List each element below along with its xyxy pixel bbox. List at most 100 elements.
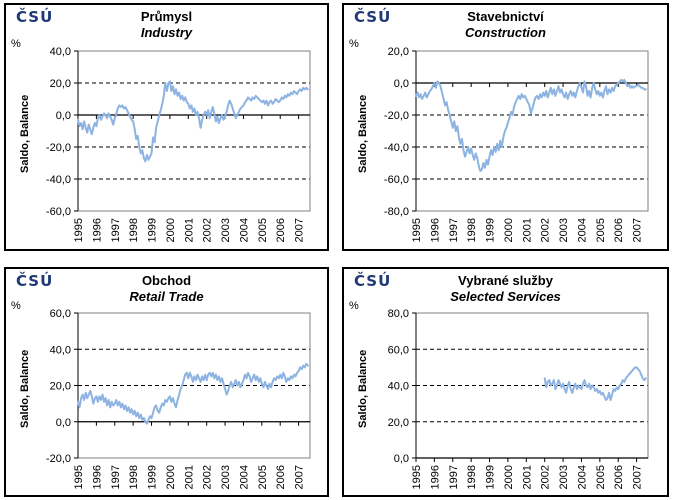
svg-text:2004: 2004 [238, 218, 250, 242]
chart-title-english: Construction [465, 25, 546, 40]
svg-text:-40,0: -40,0 [46, 174, 71, 186]
unit-label: % [349, 38, 359, 50]
svg-text:2007: 2007 [632, 465, 644, 489]
svg-text:2006: 2006 [275, 465, 287, 489]
svg-text:2005: 2005 [595, 465, 607, 489]
svg-text:2004: 2004 [576, 465, 588, 489]
svg-text:2000: 2000 [165, 218, 177, 242]
csu-logo: ČSÚ [354, 272, 392, 290]
svg-text:40,0: 40,0 [388, 381, 409, 393]
svg-text:0,0: 0,0 [394, 453, 409, 465]
svg-text:40,0: 40,0 [50, 46, 71, 58]
csu-logo: ČSÚ [16, 272, 54, 290]
svg-text:1997: 1997 [110, 465, 122, 489]
svg-text:1998: 1998 [128, 218, 140, 242]
svg-text:1999: 1999 [147, 218, 159, 242]
svg-text:2007: 2007 [294, 218, 306, 242]
svg-text:1998: 1998 [466, 218, 478, 242]
svg-text:1997: 1997 [448, 465, 460, 489]
svg-text:2002: 2002 [540, 465, 552, 489]
chart-panel-retail-trade: -20,0 0,0 20,0 40,0 60,0 1995 1996 1997 1998 1999… [4, 267, 329, 497]
unit-label: % [11, 38, 21, 50]
y-axis-title: Saldo, Balance [357, 94, 369, 173]
svg-text:2004: 2004 [576, 218, 588, 242]
svg-text:-40,0: -40,0 [384, 142, 409, 154]
svg-text:2001: 2001 [521, 218, 533, 242]
chart-title-czech: Vybrané služby [458, 273, 553, 288]
svg-text:1999: 1999 [485, 218, 497, 242]
svg-text:20,0: 20,0 [50, 381, 71, 393]
unit-label: % [11, 300, 21, 312]
svg-text:0,0: 0,0 [394, 78, 409, 90]
svg-text:1995: 1995 [411, 218, 423, 242]
svg-text:-60,0: -60,0 [384, 174, 409, 186]
svg-text:2000: 2000 [503, 218, 515, 242]
svg-text:2006: 2006 [613, 465, 625, 489]
svg-text:1996: 1996 [429, 465, 441, 489]
svg-text:1995: 1995 [73, 465, 85, 489]
svg-text:2003: 2003 [558, 218, 570, 242]
chart-title-czech: Stavebnictví [467, 9, 544, 24]
svg-text:-20,0: -20,0 [384, 110, 409, 122]
retail-trade-chart-plot: -20,0 0,0 20,0 40,0 60,0 1995 1996 1997 1998 1999… [46, 308, 311, 489]
svg-text:1996: 1996 [91, 218, 103, 242]
svg-text:2003: 2003 [220, 218, 232, 242]
svg-text:2003: 2003 [558, 465, 570, 489]
svg-text:1998: 1998 [466, 465, 478, 489]
svg-text:2003: 2003 [220, 465, 232, 489]
svg-text:2006: 2006 [275, 218, 287, 242]
svg-text:-60,0: -60,0 [46, 206, 71, 218]
svg-text:80,0: 80,0 [388, 308, 409, 320]
svg-text:2004: 2004 [238, 465, 250, 489]
y-axis-title: Saldo, Balance [19, 349, 31, 428]
svg-text:2001: 2001 [183, 218, 195, 242]
svg-text:60,0: 60,0 [388, 344, 409, 356]
chart-title-czech: Obchod [141, 273, 192, 288]
svg-text:20,0: 20,0 [388, 46, 409, 58]
svg-text:20,0: 20,0 [50, 78, 71, 90]
svg-text:2001: 2001 [183, 465, 195, 489]
svg-text:1995: 1995 [411, 465, 423, 489]
svg-text:2006: 2006 [613, 218, 625, 242]
svg-text:1997: 1997 [448, 218, 460, 242]
svg-text:2000: 2000 [165, 465, 177, 489]
svg-text:1996: 1996 [429, 218, 441, 242]
svg-text:-80,0: -80,0 [384, 206, 409, 218]
svg-text:-20,0: -20,0 [46, 142, 71, 154]
svg-text:2001: 2001 [521, 465, 533, 489]
csu-logo: ČSÚ [16, 8, 54, 26]
svg-text:-20,0: -20,0 [46, 453, 71, 465]
chart-panel-industry: -60,0 -40,0 -20,0 0,0 20,0 40,0 1995 1996 1997 19… [4, 3, 329, 251]
chart-panel-selected-services: 0,0 20,0 40,0 60,0 80,0 1995 1996 1997 1998 1999 2… [342, 267, 669, 497]
svg-text:2000: 2000 [503, 465, 515, 489]
svg-text:2005: 2005 [257, 218, 269, 242]
svg-text:1999: 1999 [485, 465, 497, 489]
csu-logo: ČSÚ [354, 8, 392, 26]
svg-text:40,0: 40,0 [50, 344, 71, 356]
svg-text:1999: 1999 [147, 465, 159, 489]
svg-text:0,0: 0,0 [56, 417, 71, 429]
construction-chart-plot: -80,0 -60,0 -40,0 -20,0 0,0 20,0 1995 1996 1997 1… [384, 46, 649, 242]
svg-text:2002: 2002 [202, 218, 214, 242]
chart-title-english: Retail Trade [129, 289, 204, 304]
svg-text:0,0: 0,0 [56, 110, 71, 122]
svg-text:1998: 1998 [128, 465, 140, 489]
svg-text:2005: 2005 [257, 465, 269, 489]
chart-panel-construction: -80,0 -60,0 -40,0 -20,0 0,0 20,0 1995 1996 1997 1… [342, 3, 669, 251]
svg-text:2007: 2007 [632, 218, 644, 242]
svg-text:1997: 1997 [110, 218, 122, 242]
svg-text:1996: 1996 [91, 465, 103, 489]
y-axis-title: Saldo, Balance [357, 349, 369, 428]
industry-chart-plot: -60,0 -40,0 -20,0 0,0 20,0 40,0 1995 1996 1997 19… [46, 46, 311, 242]
svg-text:2007: 2007 [294, 465, 306, 489]
selected-services-chart-plot: 0,0 20,0 40,0 60,0 80,0 1995 1996 1997 1998 1999 2… [388, 308, 649, 489]
svg-text:1995: 1995 [73, 218, 85, 242]
svg-text:2002: 2002 [540, 218, 552, 242]
chart-title-czech: Průmysl [140, 9, 193, 24]
svg-text:60,0: 60,0 [50, 308, 71, 320]
svg-text:2005: 2005 [595, 218, 607, 242]
y-axis-title: Saldo, Balance [19, 94, 31, 173]
svg-text:2002: 2002 [202, 465, 214, 489]
chart-title-english: Industry [140, 25, 193, 40]
